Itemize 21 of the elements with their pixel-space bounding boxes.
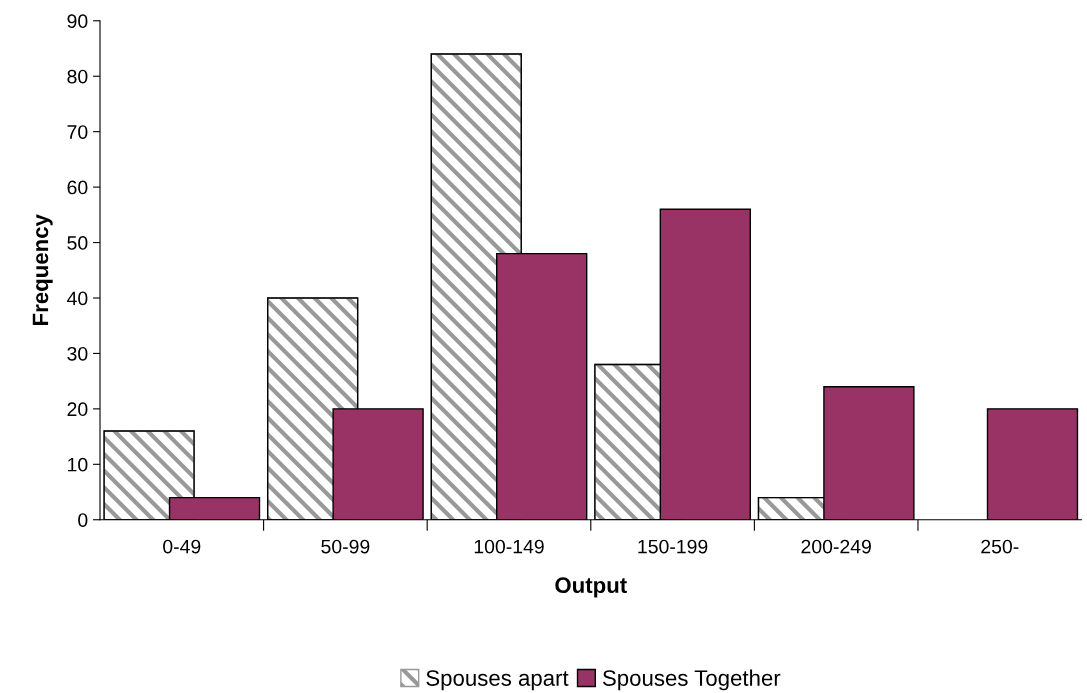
y-tick-label: 10 xyxy=(68,457,88,472)
y-axis-title: Frequency xyxy=(32,214,53,325)
x-tick-label: 150-199 xyxy=(638,539,708,554)
y-tick-label: 50 xyxy=(67,236,88,250)
x-tick-label: 250- xyxy=(981,539,1019,554)
y-tick-label: 20 xyxy=(67,402,88,417)
y-tick-label: 70 xyxy=(67,125,88,139)
y-tick-label: 80 xyxy=(67,69,88,84)
x-tick-label: 200-249 xyxy=(801,539,871,554)
legend-label: Spouses apart xyxy=(426,670,569,691)
y-tick-label: 60 xyxy=(67,180,88,195)
y-tick-label: 30 xyxy=(67,346,88,361)
x-axis-title: Output xyxy=(555,577,627,598)
x-tick-label: 50-99 xyxy=(321,539,370,554)
y-tick-label: 90 xyxy=(67,14,88,29)
x-tick-label: 100-149 xyxy=(474,539,544,554)
y-tick-label: 40 xyxy=(67,291,88,306)
bar xyxy=(986,408,1079,520)
x-tick-label: 0-49 xyxy=(163,539,201,554)
y-tick-label: 0 xyxy=(78,513,88,527)
legend-label: Spouses Together xyxy=(602,669,781,691)
